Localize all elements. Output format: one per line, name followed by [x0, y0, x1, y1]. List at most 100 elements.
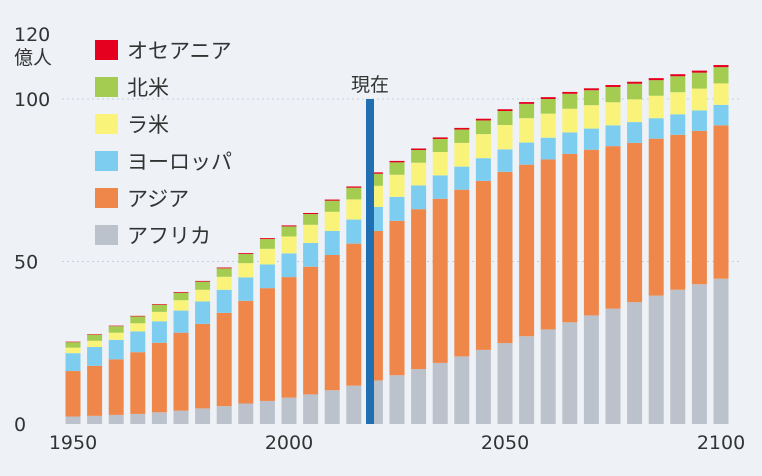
grid-lines [62, 98, 740, 262]
bar-segment [454, 142, 470, 167]
bar-segment [303, 242, 319, 267]
bar-segment [519, 336, 535, 424]
bar-segment [519, 164, 535, 337]
bar-segment [648, 118, 664, 139]
bar-segment [497, 171, 513, 344]
bar-segment [87, 365, 103, 416]
bar-segment [324, 255, 340, 391]
bar-segment [216, 406, 232, 424]
bar-segment [108, 326, 124, 333]
bar-segment [173, 292, 189, 301]
bar-segment [691, 130, 707, 285]
bar-segment [605, 146, 621, 309]
bar-segment [281, 236, 297, 254]
bar-segment [108, 414, 124, 424]
bar-segment [648, 138, 664, 296]
x-tick-label: 2000 [265, 432, 313, 454]
bar-segment [670, 289, 686, 424]
bar-segment [216, 312, 232, 407]
bar-segment [367, 172, 383, 174]
bar-segment [519, 102, 535, 104]
bar-segment [454, 189, 470, 357]
bar-segment [627, 122, 643, 143]
bar-segment [627, 81, 643, 84]
bar-segment [303, 212, 319, 215]
legend-label: ラ米 [127, 113, 169, 137]
x-tick-label: 2050 [481, 432, 529, 454]
bar-segment [216, 289, 232, 313]
bar-segment [173, 310, 189, 333]
bar-segment [519, 103, 535, 119]
bar-segment [691, 72, 707, 89]
bar-segment [238, 277, 254, 301]
bar-segment [454, 166, 470, 190]
bar-segment [281, 253, 297, 278]
bar-segment [497, 343, 513, 424]
bar-segment [151, 311, 167, 322]
bar-segment [432, 175, 448, 199]
bar-segment [130, 352, 146, 414]
legend-label: オセアニア [127, 39, 232, 63]
current-marker-label: 現在 [351, 74, 389, 96]
bar-segment [605, 125, 621, 147]
bar-segment [303, 266, 319, 395]
y-tick-label: 50 [14, 252, 38, 274]
bar-segment [173, 332, 189, 411]
legend-label: アフリカ [127, 224, 211, 248]
bar-segment [303, 394, 319, 424]
bar-segment [519, 142, 535, 165]
bar-segment [195, 280, 211, 282]
bar-segment [259, 400, 275, 424]
bar-segment [65, 347, 81, 354]
bar-segment [130, 413, 146, 424]
x-tick-label: 2100 [697, 432, 745, 454]
bar-segment [216, 276, 232, 290]
bar-segment [540, 97, 556, 99]
legend-swatch [95, 77, 118, 97]
bar-segment [583, 128, 599, 150]
bar-segment [562, 108, 578, 133]
bar-segment [389, 196, 405, 221]
bar-segment [195, 289, 211, 302]
bar-segment [713, 83, 729, 105]
bar-segment [303, 224, 319, 243]
bar-segment [627, 83, 643, 100]
bar-segment [670, 92, 686, 115]
bar-segment [411, 209, 427, 370]
x-axis: 1950 2000 2050 2100 [49, 432, 745, 454]
bar-segment [475, 180, 491, 350]
y-tick-label: 120 [14, 24, 50, 46]
bar-segment [65, 342, 81, 348]
legend-label: 北米 [127, 76, 169, 100]
bar-segment [648, 95, 664, 119]
bar-segment [411, 185, 427, 210]
bar-segment [259, 239, 275, 249]
y-tick-label: 0 [14, 414, 26, 436]
bar-segment [173, 410, 189, 424]
bar-segment [691, 88, 707, 111]
bar-segment [605, 85, 621, 87]
bar-segment [238, 254, 254, 264]
bar-segment [519, 118, 535, 143]
y-axis: 億人 0 50 100 120 [14, 24, 52, 436]
bar-segment [281, 225, 297, 227]
bar-segment [540, 99, 556, 114]
y-tick-label: 100 [14, 89, 50, 111]
bar-segment [87, 346, 103, 366]
bar-segment [195, 301, 211, 324]
bar-segment [108, 359, 124, 415]
bar-segment [324, 200, 340, 212]
legend-swatch [95, 40, 118, 60]
bar-segment [648, 78, 664, 81]
bar-segment [346, 187, 362, 200]
bar-segment [497, 149, 513, 172]
bar-segment [497, 111, 513, 125]
bar-segment [389, 174, 405, 197]
bar-segment [389, 162, 405, 175]
bar-segment [65, 371, 81, 417]
bar-segment [670, 76, 686, 93]
bar-segment [87, 334, 103, 341]
current-marker-line [366, 99, 374, 424]
bar-segment [605, 102, 621, 126]
legend-swatch [95, 151, 118, 171]
